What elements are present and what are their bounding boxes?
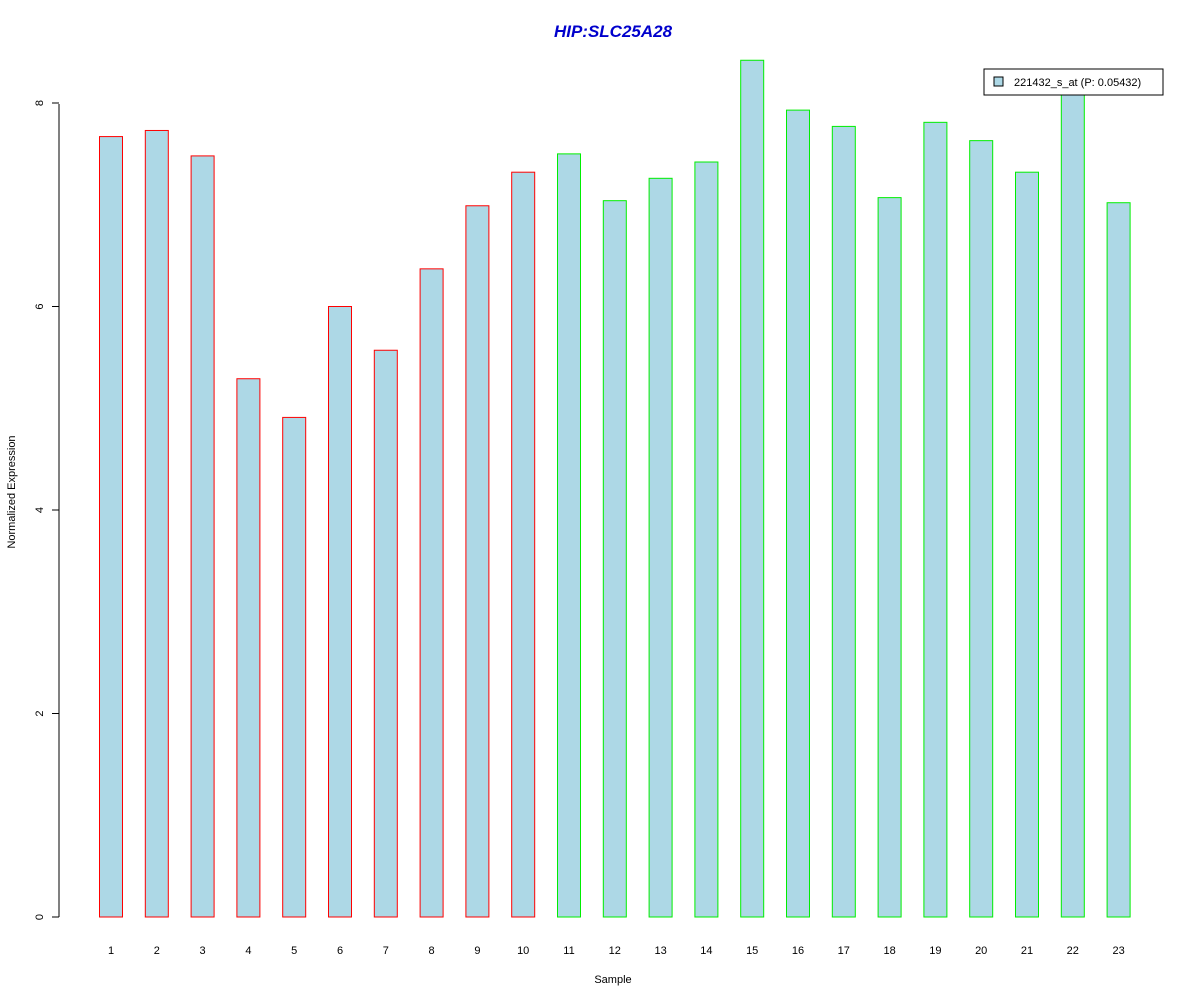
- legend-label: 221432_s_at (P: 0.05432): [1014, 77, 1141, 89]
- y-tick-label-0: 0: [34, 914, 46, 920]
- bar-sample-2: [144, 129, 169, 918]
- x-tick-label-8: 8: [429, 945, 435, 957]
- bar-sample-4: [236, 378, 261, 918]
- x-tick-label-4: 4: [245, 945, 251, 957]
- bar-sample-18: [877, 197, 902, 918]
- x-tick-label-1: 1: [108, 945, 114, 957]
- bar-sample-20: [969, 140, 994, 918]
- x-tick-label-22: 22: [1067, 945, 1079, 957]
- bar-sample-5: [282, 416, 307, 918]
- x-tick-label-16: 16: [792, 945, 804, 957]
- x-tick-label-14: 14: [700, 945, 712, 957]
- y-tick-label-4: 8: [34, 100, 46, 106]
- bars: [99, 59, 1131, 918]
- x-tick-label-12: 12: [609, 945, 621, 957]
- x-tick-labels: 1 2 3 4 5 6 7 8 9 10 11 12 13 14 15 16 17 18 19 20 21 22 23: [108, 945, 1125, 957]
- bar-sample-23: [1106, 202, 1131, 918]
- bar-sample-1: [99, 136, 123, 918]
- x-tick-label-9: 9: [474, 945, 480, 957]
- x-tick-label-19: 19: [929, 945, 941, 957]
- bar-sample-16: [786, 109, 810, 918]
- x-tick-label-15: 15: [746, 945, 758, 957]
- y-axis: 0 2 4 6 8 Normalized Expression: [6, 100, 60, 920]
- x-tick-label-11: 11: [563, 945, 574, 957]
- x-tick-label-5: 5: [291, 945, 297, 957]
- bar-sample-15: [740, 59, 765, 918]
- x-tick-label-17: 17: [838, 945, 850, 957]
- bar-sample-11: [557, 153, 581, 918]
- x-axis-label: Sample: [594, 974, 631, 986]
- bar-sample-14: [694, 161, 719, 918]
- bar-sample-6: [328, 306, 352, 918]
- x-tick-label-21: 21: [1021, 945, 1033, 957]
- x-tick-label-2: 2: [154, 945, 160, 957]
- bar-sample-10: [511, 171, 536, 918]
- bar-sample-13: [648, 177, 673, 918]
- legend-box: [983, 68, 1164, 96]
- x-tick-label-23: 23: [1112, 945, 1124, 957]
- x-tick-label-10: 10: [517, 945, 529, 957]
- y-ticks: 0 2 4 6 8: [34, 100, 59, 920]
- x-tick-label-18: 18: [883, 945, 895, 957]
- bar-sample-17: [831, 125, 856, 918]
- y-tick-label-3: 6: [34, 303, 46, 309]
- y-tick-label-2: 4: [34, 507, 46, 513]
- legend: 221432_s_at (P: 0.05432): [983, 68, 1164, 96]
- bar-sample-3: [190, 155, 215, 918]
- bar-sample-8: [419, 268, 444, 918]
- bar-sample-9: [465, 205, 490, 918]
- x-tick-label-3: 3: [200, 945, 206, 957]
- bar-sample-22: [1060, 91, 1085, 918]
- x-tick-label-13: 13: [654, 945, 666, 957]
- bar-sample-12: [602, 200, 627, 918]
- chart-title: HIP:SLC25A28: [554, 22, 673, 41]
- bar-sample-19: [923, 121, 948, 918]
- bar-sample-7: [373, 349, 398, 918]
- y-axis-label: Normalized Expression: [6, 435, 18, 548]
- y-tick-label-1: 2: [34, 710, 46, 716]
- legend-swatch: [993, 76, 1004, 87]
- x-tick-label-6: 6: [337, 945, 343, 957]
- x-tick-label-7: 7: [383, 945, 389, 957]
- x-tick-label-20: 20: [975, 945, 987, 957]
- bar-sample-21: [1015, 171, 1039, 918]
